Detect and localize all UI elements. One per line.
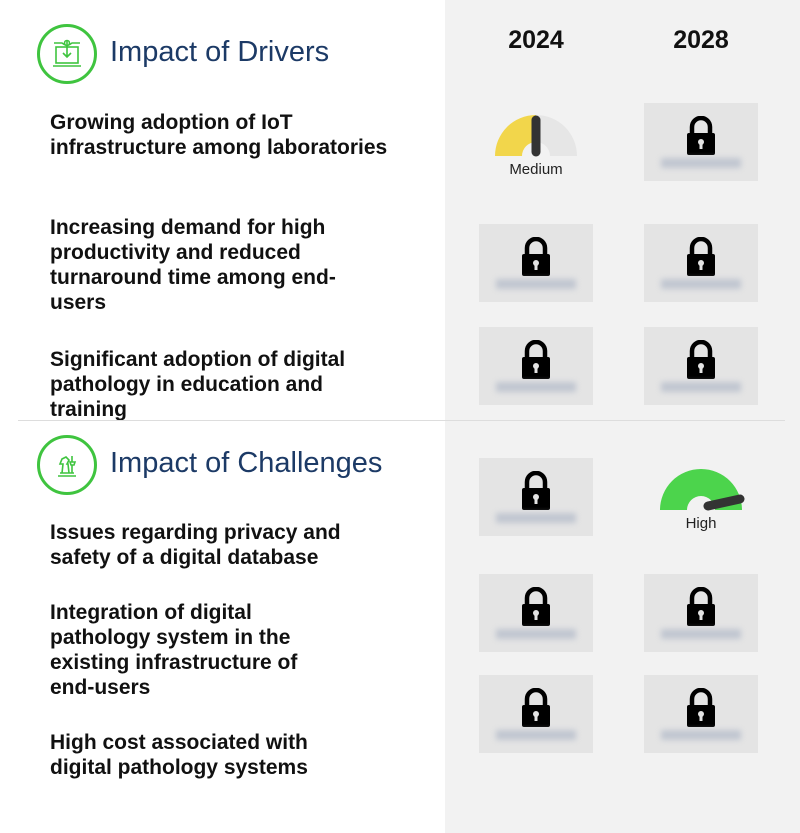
lock-icon [687,587,715,626]
locked-impact-cell[interactable] [479,224,593,302]
blurred-text [661,382,741,392]
lock-icon [522,237,550,276]
lock-icon [522,587,550,626]
blurred-text [496,279,576,289]
lock-icon [687,237,715,276]
driver-item: Significant adoption of digital patholog… [50,348,346,421]
blurred-text [496,730,576,740]
lock-icon [687,340,715,379]
blurred-text [496,629,576,639]
blurred-text [661,158,741,168]
lock-icon [522,688,550,727]
lock-icon [687,688,715,727]
chess-pieces-icon [37,435,97,495]
blurred-text [661,730,741,740]
impact-gauge-medium: Medium [479,112,593,178]
locked-impact-cell[interactable] [644,574,758,652]
locked-impact-cell[interactable] [479,574,593,652]
locked-impact-cell[interactable] [644,327,758,405]
lock-icon [522,471,550,510]
impact-gauge-high: High [644,466,758,532]
driver-item: Increasing demand for high productivity … [50,216,336,314]
challenge-item: Issues regarding privacy and safety of a… [50,521,341,569]
lock-icon [522,340,550,379]
year-2028: 2028 [673,26,729,54]
challenge-item: High cost associated with digital pathol… [50,731,308,779]
gauge-label: Medium [509,161,563,178]
drivers-heading: Impact of Drivers [110,36,330,68]
locked-impact-cell[interactable] [479,327,593,405]
challenge-item: Integration of digital pathology system … [50,601,298,699]
locked-impact-cell[interactable] [479,458,593,536]
blurred-text [661,279,741,289]
gauge-label: High [685,515,717,532]
blurred-text [496,382,576,392]
driver-item: Growing adoption of IoT infrastructure a… [50,111,388,159]
locked-impact-cell[interactable] [644,224,758,302]
locked-impact-cell[interactable] [644,675,758,753]
year-2024: 2024 [508,26,564,54]
blurred-text [661,629,741,639]
challenges-heading: Impact of Challenges [110,447,383,479]
section-divider [18,420,785,421]
locked-impact-cell[interactable] [644,103,758,181]
blurred-text [496,513,576,523]
laptop-circuit-icon [37,24,97,84]
lock-icon [687,116,715,155]
locked-impact-cell[interactable] [479,675,593,753]
